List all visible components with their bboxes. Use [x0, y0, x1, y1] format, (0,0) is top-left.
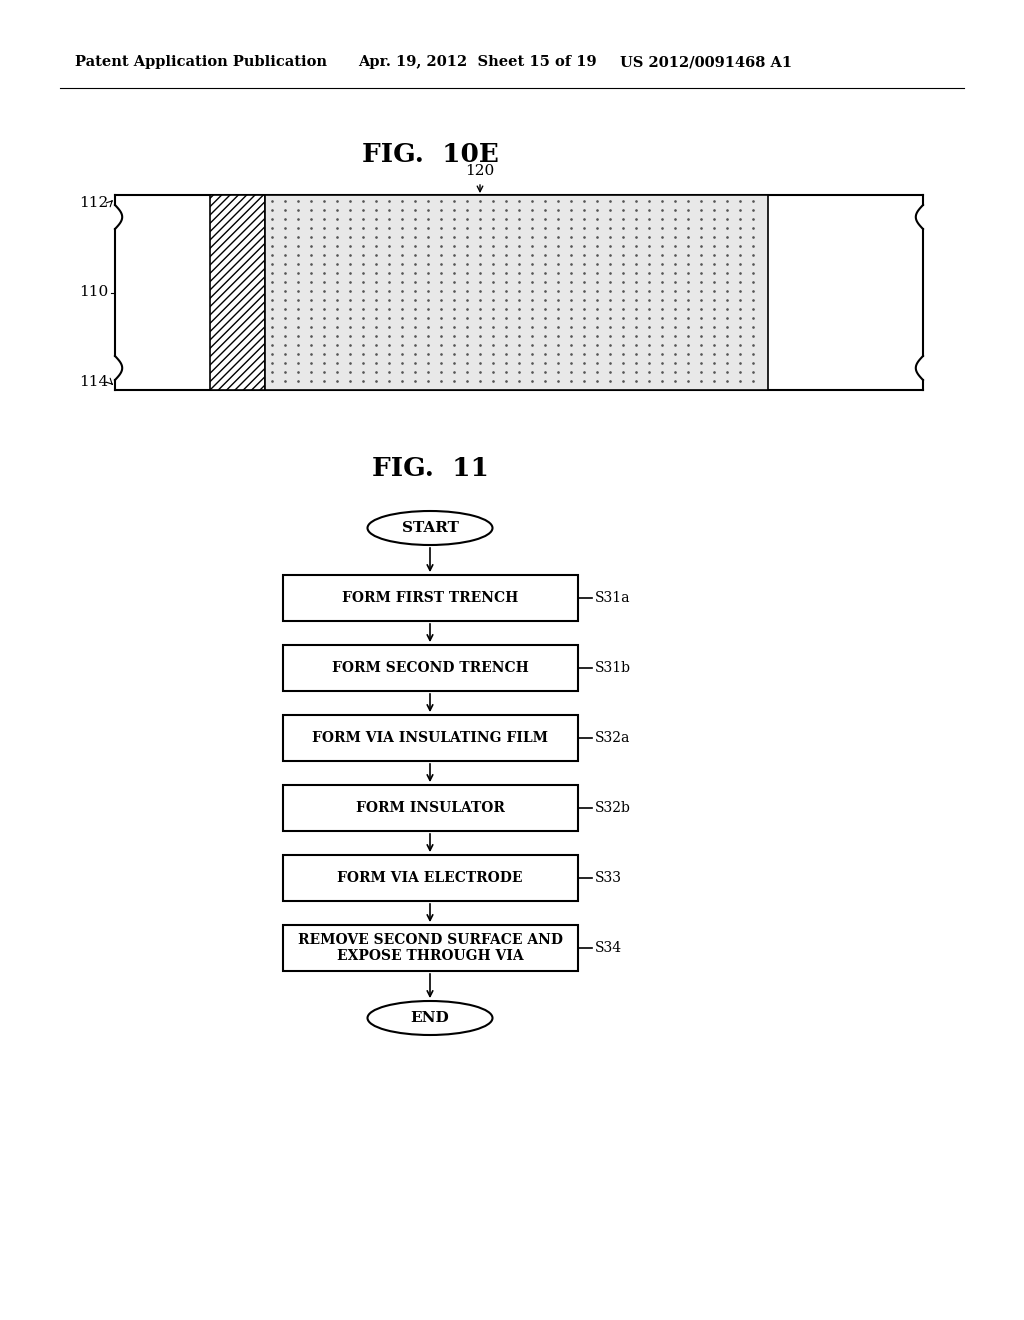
Text: 114: 114 [79, 375, 108, 389]
Ellipse shape [368, 1001, 493, 1035]
FancyBboxPatch shape [283, 645, 578, 690]
Text: FORM VIA INSULATING FILM: FORM VIA INSULATING FILM [312, 731, 548, 744]
Text: FORM INSULATOR: FORM INSULATOR [355, 801, 505, 814]
FancyBboxPatch shape [283, 715, 578, 762]
Text: S32b: S32b [595, 801, 631, 814]
FancyBboxPatch shape [283, 855, 578, 902]
Text: FORM FIRST TRENCH: FORM FIRST TRENCH [342, 591, 518, 605]
Text: US 2012/0091468 A1: US 2012/0091468 A1 [620, 55, 793, 69]
Text: END: END [411, 1011, 450, 1026]
Polygon shape [115, 195, 923, 389]
Text: 110: 110 [79, 285, 108, 300]
Polygon shape [210, 195, 265, 389]
Text: FORM VIA ELECTRODE: FORM VIA ELECTRODE [337, 871, 522, 884]
Text: FORM SECOND TRENCH: FORM SECOND TRENCH [332, 661, 528, 675]
Text: S31b: S31b [595, 661, 631, 675]
Polygon shape [265, 195, 768, 389]
Text: FIG.  11: FIG. 11 [372, 455, 488, 480]
Text: Apr. 19, 2012  Sheet 15 of 19: Apr. 19, 2012 Sheet 15 of 19 [358, 55, 597, 69]
Text: FIG.  10E: FIG. 10E [361, 143, 499, 168]
FancyBboxPatch shape [283, 925, 578, 972]
Text: START: START [401, 521, 459, 535]
Text: S31a: S31a [595, 591, 630, 605]
Text: S33: S33 [595, 871, 622, 884]
Ellipse shape [368, 511, 493, 545]
FancyBboxPatch shape [283, 785, 578, 832]
Text: S34: S34 [595, 941, 622, 954]
Text: 120: 120 [465, 164, 495, 178]
Text: S32a: S32a [595, 731, 630, 744]
FancyBboxPatch shape [283, 576, 578, 620]
Text: REMOVE SECOND SURFACE AND
EXPOSE THROUGH VIA: REMOVE SECOND SURFACE AND EXPOSE THROUGH… [298, 933, 562, 964]
Text: Patent Application Publication: Patent Application Publication [75, 55, 327, 69]
Text: 112: 112 [79, 195, 108, 210]
